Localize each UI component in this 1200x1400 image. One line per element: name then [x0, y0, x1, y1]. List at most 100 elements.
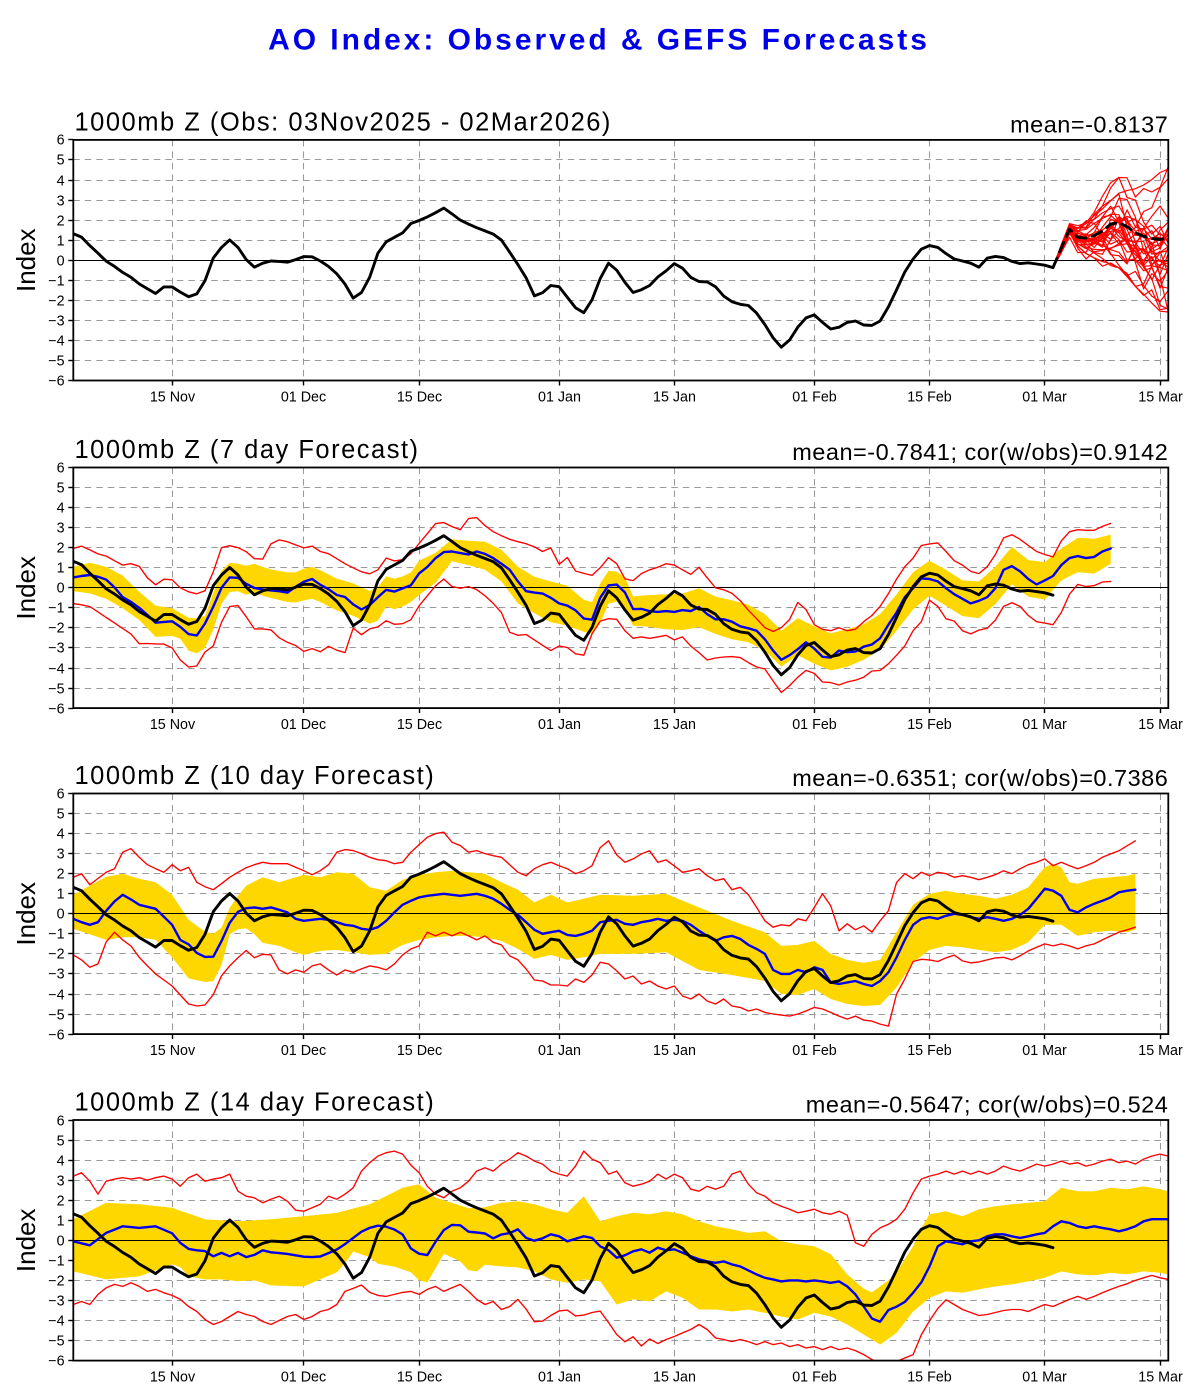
- svg-text:01 Dec: 01 Dec: [281, 717, 326, 733]
- svg-text:−3: −3: [48, 1294, 64, 1310]
- svg-text:1000mb Z (14 day Forecast): 1000mb Z (14 day Forecast): [75, 1089, 436, 1117]
- svg-text:15 Nov: 15 Nov: [150, 1370, 196, 1386]
- svg-text:2: 2: [57, 867, 65, 883]
- svg-text:01 Mar: 01 Mar: [1022, 390, 1067, 406]
- svg-text:−2: −2: [48, 947, 64, 963]
- svg-text:−6: −6: [48, 1028, 64, 1044]
- svg-text:15 Dec: 15 Dec: [397, 1370, 442, 1386]
- svg-text:15 Jan: 15 Jan: [653, 1370, 696, 1386]
- svg-text:6: 6: [57, 133, 65, 149]
- svg-text:01 Jan: 01 Jan: [538, 1043, 581, 1059]
- svg-text:1: 1: [57, 1214, 65, 1230]
- svg-text:01 Mar: 01 Mar: [1022, 1043, 1067, 1059]
- svg-text:01 Feb: 01 Feb: [792, 1370, 837, 1386]
- svg-text:−3: −3: [48, 967, 64, 983]
- svg-text:−6: −6: [48, 1354, 64, 1370]
- svg-text:Index: Index: [11, 228, 41, 292]
- svg-text:15 Dec: 15 Dec: [397, 1043, 442, 1059]
- svg-text:−6: −6: [48, 702, 64, 718]
- svg-text:−2: −2: [48, 621, 64, 637]
- svg-text:6: 6: [57, 461, 65, 477]
- svg-text:mean=-0.8137: mean=-0.8137: [1010, 112, 1168, 138]
- svg-text:−5: −5: [48, 682, 64, 698]
- svg-text:01 Jan: 01 Jan: [538, 390, 581, 406]
- svg-text:5: 5: [57, 1134, 65, 1150]
- svg-text:−5: −5: [48, 1334, 64, 1350]
- svg-text:−2: −2: [48, 294, 64, 310]
- svg-text:3: 3: [57, 847, 65, 863]
- svg-text:15 Mar: 15 Mar: [1138, 1043, 1183, 1059]
- svg-text:5: 5: [57, 481, 65, 497]
- svg-text:Index: Index: [11, 556, 41, 620]
- svg-text:1000mb Z (Obs: 03Nov2025 - 02M: 1000mb Z (Obs: 03Nov2025 - 02Mar2026): [75, 109, 612, 137]
- svg-text:15 Dec: 15 Dec: [397, 390, 442, 406]
- svg-text:01 Jan: 01 Jan: [538, 1370, 581, 1386]
- svg-text:15 Feb: 15 Feb: [907, 1043, 952, 1059]
- svg-text:6: 6: [57, 1114, 65, 1130]
- svg-text:1: 1: [57, 887, 65, 903]
- svg-text:01 Feb: 01 Feb: [792, 1043, 837, 1059]
- svg-text:4: 4: [57, 827, 65, 843]
- svg-text:15 Nov: 15 Nov: [150, 390, 196, 406]
- svg-text:2: 2: [57, 1194, 65, 1210]
- svg-text:mean=-0.6351; cor(w/obs)=0.738: mean=-0.6351; cor(w/obs)=0.7386: [792, 765, 1168, 791]
- svg-text:−1: −1: [48, 927, 64, 943]
- svg-text:15 Dec: 15 Dec: [397, 717, 442, 733]
- svg-text:Index: Index: [11, 1208, 41, 1272]
- svg-text:−6: −6: [48, 374, 64, 390]
- svg-text:−3: −3: [48, 641, 64, 657]
- svg-text:1000mb Z (10 day Forecast): 1000mb Z (10 day Forecast): [75, 762, 436, 790]
- svg-text:15 Nov: 15 Nov: [150, 717, 196, 733]
- svg-text:4: 4: [57, 174, 65, 190]
- svg-text:3: 3: [57, 521, 65, 537]
- svg-text:1: 1: [57, 561, 65, 577]
- svg-text:01 Mar: 01 Mar: [1022, 717, 1067, 733]
- svg-text:0: 0: [57, 907, 65, 923]
- svg-text:mean=-0.7841; cor(w/obs)=0.914: mean=-0.7841; cor(w/obs)=0.9142: [792, 439, 1168, 465]
- svg-text:4: 4: [57, 1154, 65, 1170]
- svg-text:−3: −3: [48, 314, 64, 330]
- svg-text:01 Dec: 01 Dec: [281, 390, 326, 406]
- svg-text:Index: Index: [11, 882, 41, 946]
- svg-text:0: 0: [57, 254, 65, 270]
- svg-text:−1: −1: [48, 1254, 64, 1270]
- svg-text:−5: −5: [48, 1008, 64, 1024]
- svg-text:15 Nov: 15 Nov: [150, 1043, 196, 1059]
- svg-text:0: 0: [57, 1234, 65, 1250]
- svg-text:15 Jan: 15 Jan: [653, 390, 696, 406]
- svg-text:−4: −4: [48, 662, 64, 678]
- svg-text:2: 2: [57, 214, 65, 230]
- svg-text:15 Jan: 15 Jan: [653, 717, 696, 733]
- svg-text:5: 5: [57, 807, 65, 823]
- svg-text:5: 5: [57, 153, 65, 169]
- svg-text:01 Mar: 01 Mar: [1022, 1370, 1067, 1386]
- svg-text:0: 0: [57, 581, 65, 597]
- svg-text:−4: −4: [48, 988, 64, 1004]
- svg-text:1: 1: [57, 234, 65, 250]
- svg-text:15 Mar: 15 Mar: [1138, 1370, 1183, 1386]
- svg-text:6: 6: [57, 787, 65, 803]
- svg-text:−4: −4: [48, 1314, 64, 1330]
- svg-text:01 Feb: 01 Feb: [792, 390, 837, 406]
- svg-text:4: 4: [57, 501, 65, 517]
- svg-text:−4: −4: [48, 334, 64, 350]
- svg-text:mean=-0.5647; cor(w/obs)=0.524: mean=-0.5647; cor(w/obs)=0.524: [806, 1092, 1169, 1118]
- svg-text:15 Feb: 15 Feb: [907, 717, 952, 733]
- svg-text:01 Dec: 01 Dec: [281, 1370, 326, 1386]
- svg-text:2: 2: [57, 541, 65, 557]
- svg-text:01 Feb: 01 Feb: [792, 717, 837, 733]
- svg-text:3: 3: [57, 194, 65, 210]
- svg-text:3: 3: [57, 1174, 65, 1190]
- svg-text:−1: −1: [48, 274, 64, 290]
- svg-text:1000mb Z (7 day Forecast): 1000mb Z (7 day Forecast): [75, 436, 420, 464]
- svg-text:15 Jan: 15 Jan: [653, 1043, 696, 1059]
- svg-text:−5: −5: [48, 354, 64, 370]
- svg-text:−2: −2: [48, 1274, 64, 1290]
- svg-text:15 Mar: 15 Mar: [1138, 390, 1183, 406]
- svg-text:15 Feb: 15 Feb: [907, 390, 952, 406]
- svg-text:−1: −1: [48, 601, 64, 617]
- svg-text:15 Feb: 15 Feb: [907, 1370, 952, 1386]
- svg-text:AO Index: Observed & GEFS Fore: AO Index: Observed & GEFS Forecasts: [268, 24, 930, 57]
- svg-text:01 Dec: 01 Dec: [281, 1043, 326, 1059]
- svg-text:15 Mar: 15 Mar: [1138, 717, 1183, 733]
